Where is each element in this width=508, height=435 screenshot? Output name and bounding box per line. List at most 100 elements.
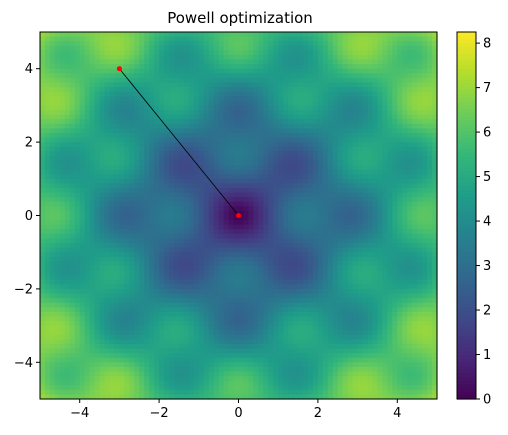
heatmap-cell xyxy=(298,87,304,93)
heatmap-cell xyxy=(273,36,279,42)
heatmap-cell xyxy=(99,284,106,290)
heatmap-cell xyxy=(94,146,101,152)
heatmap-cell xyxy=(109,380,116,386)
heatmap-cell xyxy=(208,298,215,304)
heatmap-cell xyxy=(342,165,349,171)
heatmap-cell xyxy=(278,54,284,61)
heatmap-cell xyxy=(129,224,135,230)
heatmap-cell xyxy=(208,68,215,74)
heatmap-cell xyxy=(74,279,81,285)
heatmap-cell xyxy=(193,220,200,226)
heatmap-cell xyxy=(273,142,279,148)
heatmap-cell xyxy=(258,339,264,345)
heatmap-cell xyxy=(283,334,289,340)
heatmap-cell xyxy=(233,348,240,354)
heatmap-cell xyxy=(298,151,304,157)
heatmap-cell xyxy=(278,376,284,382)
heatmap-cell xyxy=(337,302,344,308)
heatmap-cell xyxy=(322,64,329,70)
heatmap-cell xyxy=(119,197,125,203)
heatmap-cell xyxy=(332,376,339,382)
heatmap-cell xyxy=(218,394,225,400)
heatmap-cell xyxy=(238,380,245,386)
heatmap-cell xyxy=(159,146,165,152)
heatmap-cell xyxy=(228,114,235,120)
heatmap-cell xyxy=(337,362,344,368)
heatmap-cell xyxy=(303,105,309,111)
heatmap-cell xyxy=(149,87,155,93)
heatmap-cell xyxy=(322,192,329,198)
heatmap-cell xyxy=(243,353,250,359)
heatmap-cell xyxy=(213,151,220,157)
heatmap-cell xyxy=(332,64,339,70)
heatmap-cell xyxy=(278,82,284,88)
heatmap-cell xyxy=(119,68,125,74)
heatmap-cell xyxy=(114,105,120,111)
heatmap-cell xyxy=(218,96,225,102)
heatmap-cell xyxy=(139,243,145,249)
heatmap-cell xyxy=(293,73,299,79)
heatmap-cell xyxy=(293,206,299,212)
heatmap-cell xyxy=(243,178,250,184)
heatmap-cell xyxy=(99,109,106,116)
heatmap-cell xyxy=(74,376,81,382)
heatmap-cell xyxy=(342,155,349,162)
heatmap-cell xyxy=(134,366,140,373)
heatmap-cell xyxy=(94,220,101,226)
heatmap-cell xyxy=(337,247,344,253)
heatmap-cell xyxy=(198,169,205,175)
heatmap-cell xyxy=(74,380,81,386)
heatmap-cell xyxy=(188,371,195,377)
heatmap-cell xyxy=(307,238,314,244)
heatmap-cell xyxy=(218,293,225,299)
heatmap-cell xyxy=(273,311,279,318)
heatmap-cell xyxy=(248,288,254,295)
heatmap-cell xyxy=(178,348,185,354)
heatmap-cell xyxy=(223,330,230,336)
heatmap-cell xyxy=(283,357,289,363)
heatmap-cell xyxy=(49,298,56,304)
heatmap-cell xyxy=(347,109,354,116)
heatmap-cell xyxy=(74,385,81,391)
heatmap-cell xyxy=(223,389,230,396)
heatmap-cell xyxy=(218,146,225,152)
heatmap-cell xyxy=(293,261,299,267)
heatmap-cell xyxy=(243,123,250,129)
heatmap-cell xyxy=(144,160,150,166)
heatmap-cell xyxy=(54,380,61,386)
heatmap-cell xyxy=(99,275,106,281)
heatmap-cell xyxy=(288,68,294,74)
heatmap-cell xyxy=(64,68,71,74)
heatmap-cell xyxy=(298,165,304,171)
heatmap-cell xyxy=(188,54,195,61)
heatmap-cell xyxy=(332,197,339,203)
heatmap-cell xyxy=(109,252,116,258)
heatmap-cell xyxy=(248,169,254,175)
heatmap-cell xyxy=(169,45,175,51)
heatmap-cell xyxy=(129,137,135,143)
heatmap-cell xyxy=(213,59,220,65)
heatmap-cell xyxy=(283,119,289,125)
heatmap-cell xyxy=(183,385,190,391)
heatmap-cell xyxy=(164,155,170,162)
heatmap-cell xyxy=(173,132,180,139)
heatmap-cell xyxy=(263,325,269,331)
heatmap-cell xyxy=(283,215,289,221)
heatmap-cell xyxy=(347,50,354,56)
heatmap-cell xyxy=(69,247,76,253)
heatmap-cell xyxy=(84,394,91,400)
heatmap-cell xyxy=(223,87,230,93)
heatmap-cell xyxy=(149,376,155,382)
heatmap-cell xyxy=(327,224,334,230)
heatmap-cell xyxy=(218,385,225,391)
heatmap-cell xyxy=(144,197,150,203)
heatmap-cell xyxy=(154,59,160,65)
heatmap-cell xyxy=(342,284,349,290)
heatmap-cell xyxy=(213,261,220,267)
heatmap-cell xyxy=(293,298,299,304)
heatmap-cell xyxy=(223,275,230,281)
heatmap-cell xyxy=(54,109,61,116)
heatmap-cell xyxy=(173,265,180,272)
heatmap-cell xyxy=(223,229,230,235)
heatmap-cell xyxy=(317,362,324,368)
